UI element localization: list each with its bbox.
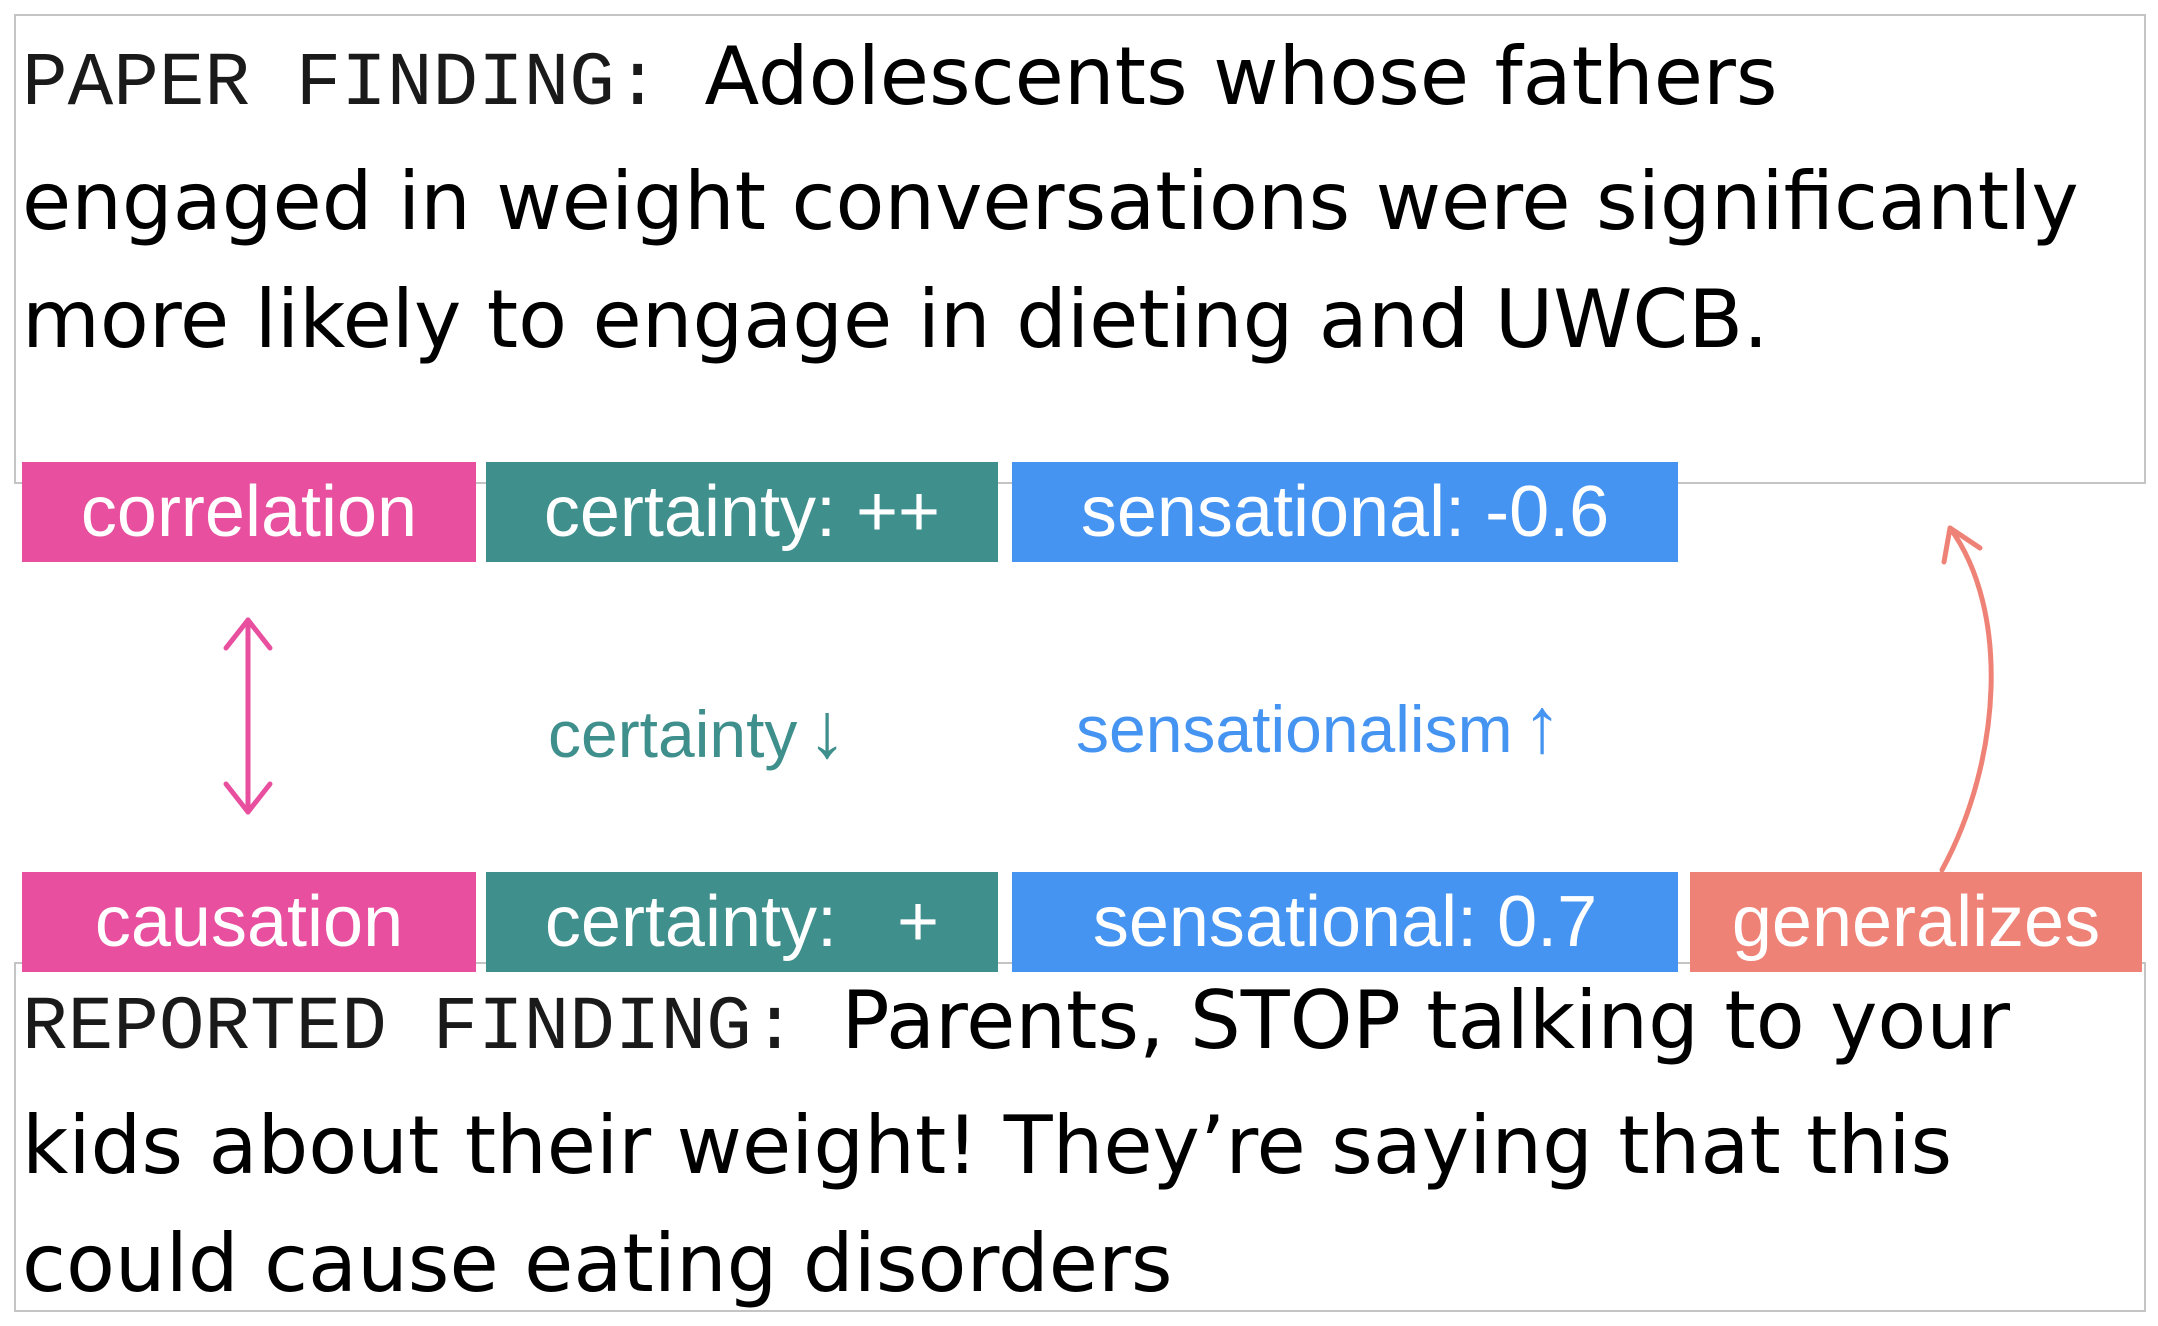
reported-certainty-tag: certainty: +: [486, 872, 998, 972]
sensationalism-change-text: sensationalism: [1076, 692, 1513, 766]
paper-finding-paragraph: PAPER FINDING: Adolescents whose fathers …: [22, 18, 2136, 379]
generalizes-tag: generalizes: [1690, 872, 2142, 972]
paper-sensational-tag: sensational: -0.6: [1012, 462, 1678, 562]
reported-certainty-text: certainty: +: [544, 882, 940, 962]
paper-relation-tag: correlation: [22, 462, 476, 562]
down-arrow-icon: ↓: [807, 686, 847, 774]
reported-finding-box: REPORTED FINDING: Parents, STOP talking t…: [14, 962, 2146, 1312]
reported-finding-paragraph: REPORTED FINDING: Parents, STOP talking t…: [22, 962, 2136, 1323]
reported-relation-tag: causation: [22, 872, 476, 972]
paper-finding-text: Adolescents whose fathers engaged in wei…: [22, 30, 2079, 366]
sensationalism-change-label: sensationalism ↑: [1076, 680, 1562, 771]
paper-finding-label: PAPER FINDING:: [22, 41, 661, 127]
paper-finding-box: PAPER FINDING: Adolescents whose fathers …: [14, 14, 2146, 484]
curved-arrow-icon: [1939, 525, 1994, 873]
double-headed-arrow-icon: [223, 617, 273, 815]
reported-sensational-tag: sensational: 0.7: [1012, 872, 1678, 972]
certainty-change-text: certainty: [548, 697, 798, 771]
paper-certainty-tag: certainty: ++: [486, 462, 998, 562]
reported-finding-label: REPORTED FINDING:: [22, 985, 798, 1071]
certainty-change-label: certainty ↓: [548, 685, 846, 776]
reported-finding-text: Parents, STOP talking to your kids about…: [22, 974, 2010, 1310]
up-arrow-icon: ↑: [1522, 681, 1562, 769]
